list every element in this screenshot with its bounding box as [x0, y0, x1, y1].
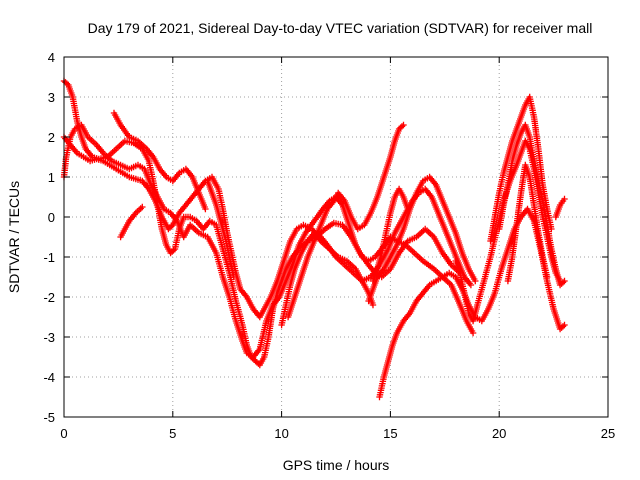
data-point [369, 301, 377, 309]
series-track-8 [284, 121, 407, 321]
y-tick-label: -5 [43, 410, 55, 425]
series-track-16 [496, 121, 568, 289]
x-tick-label: 10 [274, 426, 288, 441]
y-tick-label: -4 [43, 370, 55, 385]
series-track-5 [110, 109, 209, 213]
y-tick-label: 1 [48, 170, 55, 185]
data-point [469, 329, 477, 337]
y-tick-label: 3 [48, 90, 55, 105]
x-tick-label: 20 [492, 426, 506, 441]
y-tick-label: 2 [48, 130, 55, 145]
data-series [60, 77, 568, 401]
data-point [561, 277, 568, 285]
data-point [561, 195, 568, 203]
data-point [467, 281, 475, 289]
data-point [230, 273, 237, 281]
x-tick-label: 15 [383, 426, 397, 441]
x-tick-label: 0 [60, 426, 67, 441]
x-axis-label: GPS time / hours [283, 457, 390, 473]
series-track-10 [365, 173, 479, 305]
series-track-13 [487, 93, 555, 245]
y-tick-label: 4 [48, 50, 55, 65]
data-point [400, 121, 407, 129]
axis-ticks: 0 5 10 15 20 25 -5 -4 -3 -2 -1 0 1 2 3 4 [43, 50, 615, 441]
y-tick-label: -3 [43, 330, 55, 345]
series-track-9 [369, 185, 411, 285]
data-point [139, 203, 146, 211]
y-tick-label: -1 [43, 250, 55, 265]
y-axis-label: SDTVAR / TECUs [6, 181, 22, 293]
series-track-14 [504, 161, 551, 285]
series-track-4 [117, 203, 146, 241]
y-tick-label: -2 [43, 290, 55, 305]
data-point [472, 277, 479, 285]
series-track-6 [204, 177, 237, 281]
data-point [202, 205, 209, 213]
x-tick-label: 25 [601, 426, 615, 441]
series-track-15 [552, 195, 568, 221]
x-tick-label: 5 [169, 426, 176, 441]
grid [64, 57, 608, 417]
data-point [561, 321, 568, 329]
plot-frame [63, 56, 609, 418]
chart-title: Day 179 of 2021, Sidereal Day-to-day VTE… [88, 20, 593, 36]
data-point [543, 273, 551, 281]
y-tick-label: 0 [48, 210, 55, 225]
